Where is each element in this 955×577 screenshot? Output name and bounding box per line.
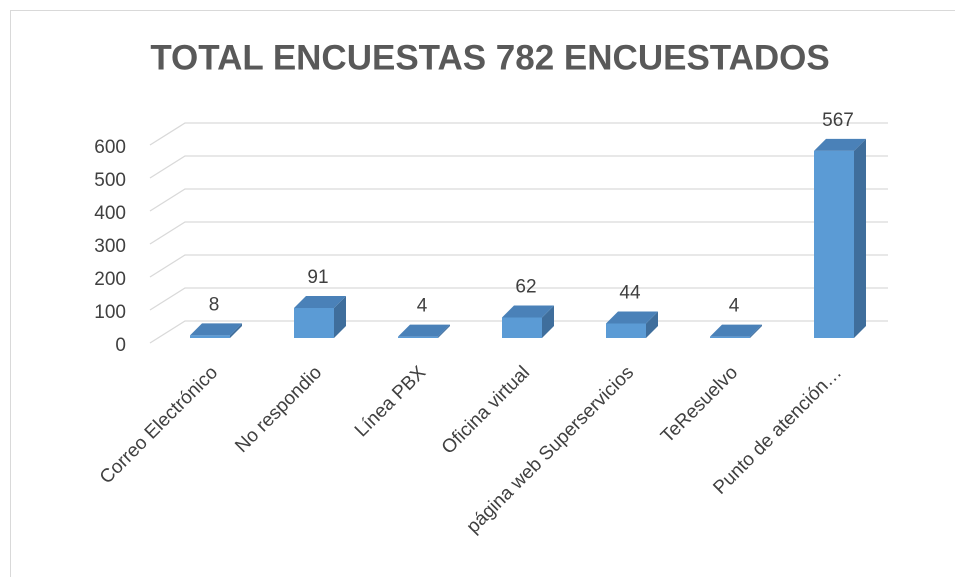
bar-front — [190, 335, 230, 338]
bar-side — [334, 295, 346, 338]
y-tick-label: 100 — [94, 302, 126, 323]
chart-border — [10, 10, 955, 577]
data-label: 4 — [729, 296, 740, 317]
bar-front — [398, 336, 438, 338]
bar-top — [294, 295, 346, 308]
bar-front — [814, 150, 854, 338]
y-tick-label: 500 — [94, 170, 126, 191]
bar — [190, 323, 242, 338]
grid-line — [149, 122, 888, 146]
data-label: 91 — [307, 267, 328, 288]
data-label: 62 — [515, 277, 536, 298]
bar-side — [542, 305, 554, 338]
bar-top — [710, 324, 762, 337]
y-tick-label: 600 — [94, 137, 126, 158]
data-label: 4 — [417, 296, 428, 317]
bar-top — [502, 305, 554, 318]
grid-line — [149, 155, 888, 179]
grid-line — [149, 221, 888, 245]
grid-line — [149, 254, 888, 278]
bar-side — [438, 324, 450, 338]
grid-line — [149, 188, 888, 212]
bar — [294, 295, 346, 338]
bar-front — [502, 317, 542, 338]
bar-front — [606, 323, 646, 338]
bar-top — [190, 323, 242, 336]
bar — [502, 305, 554, 338]
bar-front — [710, 336, 750, 338]
bar-top — [398, 324, 450, 337]
y-tick-label: 0 — [115, 335, 126, 356]
data-label: 8 — [209, 294, 220, 315]
bar — [710, 324, 762, 338]
bar-side — [230, 323, 242, 338]
data-label: 567 — [822, 110, 854, 131]
bar-top — [814, 138, 866, 151]
y-tick-label: 300 — [94, 236, 126, 257]
bar-side — [646, 311, 658, 338]
bar — [814, 138, 866, 338]
data-label: 44 — [619, 282, 641, 303]
bar-front — [294, 307, 334, 338]
bar-side — [750, 324, 762, 338]
bar — [398, 324, 450, 338]
grid-line — [149, 287, 888, 311]
bar-side — [854, 138, 866, 338]
y-tick-label: 400 — [94, 203, 126, 224]
chart-title: TOTAL ENCUESTAS 782 ENCUESTADOS — [150, 38, 829, 77]
bar — [606, 311, 658, 338]
y-tick-label: 200 — [94, 269, 126, 290]
bar-top — [606, 311, 658, 324]
